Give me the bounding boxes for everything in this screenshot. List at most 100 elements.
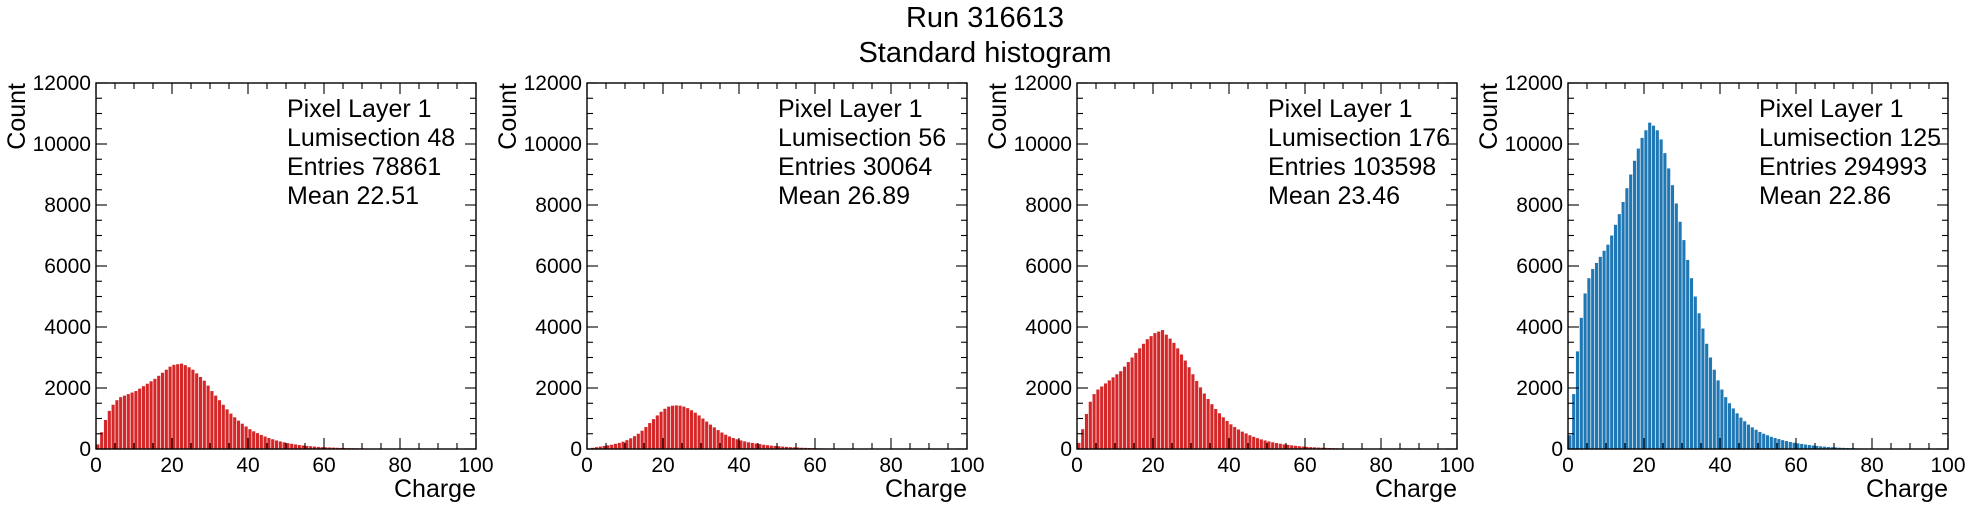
x-axis-label: Charge — [1866, 475, 1948, 503]
histogram-bar — [1103, 383, 1108, 449]
histogram-bar — [282, 442, 286, 449]
histogram-bar — [1290, 445, 1294, 449]
histogram-bar — [1784, 441, 1789, 449]
histogram-bar — [1119, 371, 1123, 449]
figure-title: Run 316613 — [906, 2, 1064, 34]
histogram-bar — [1221, 417, 1225, 449]
histogram-bar — [202, 380, 206, 449]
histogram-bar — [640, 430, 644, 449]
histogram-bar — [191, 369, 195, 449]
x-tick-label: 60 — [1293, 454, 1316, 477]
y-tick-label: 6000 — [1516, 255, 1563, 278]
histogram-bar — [183, 365, 187, 450]
histogram-bar — [663, 408, 667, 449]
histogram-bar — [1236, 429, 1241, 449]
histogram-bar — [233, 417, 237, 449]
y-axis-label: Count — [494, 83, 522, 150]
y-axis-label: Count — [984, 83, 1012, 150]
histogram-bar — [1819, 446, 1823, 449]
histogram-bar — [1830, 447, 1834, 449]
info-line: Mean 26.89 — [778, 182, 910, 210]
bars — [587, 405, 922, 450]
histogram-bar — [1743, 421, 1747, 449]
histogram-bar — [214, 395, 218, 450]
histogram-bar — [1100, 386, 1104, 449]
histogram-bar — [1176, 348, 1180, 449]
histogram-bar — [1610, 235, 1614, 449]
histogram-bar — [1765, 435, 1770, 449]
histogram-bar — [168, 366, 172, 449]
histogram-bar — [1807, 445, 1811, 449]
histogram-bar — [594, 447, 599, 449]
histogram-bar — [788, 447, 792, 449]
histogram-bar — [689, 410, 694, 449]
y-tick-label: 0 — [570, 438, 582, 461]
info-line: Lumisection 125 — [1759, 124, 1941, 152]
histogram-bar — [1271, 442, 1275, 449]
x-tick-label: 60 — [803, 454, 826, 477]
histogram-bar — [1754, 429, 1758, 449]
histogram-bar — [1210, 404, 1214, 449]
histogram-bar — [1172, 342, 1176, 449]
histogram-bar — [1613, 224, 1618, 449]
histogram-bar — [1278, 443, 1282, 449]
histogram-bar — [629, 438, 633, 449]
histogram-bar — [324, 447, 328, 449]
histogram-bar — [1621, 201, 1625, 449]
histogram-bar — [1248, 435, 1252, 449]
y-tick-label: 12000 — [1014, 72, 1072, 95]
histogram-bar — [259, 434, 263, 449]
histogram-bar — [1229, 424, 1233, 449]
histogram-bar — [1727, 403, 1732, 449]
histogram-bar — [1682, 240, 1686, 449]
info-line: Lumisection 48 — [287, 124, 455, 152]
histogram-bar — [701, 418, 705, 449]
histogram-bar — [320, 447, 324, 449]
histogram-bar — [107, 410, 111, 450]
histogram-bar — [1587, 278, 1591, 449]
histogram-bar — [632, 436, 637, 449]
y-tick-label: 8000 — [1516, 194, 1563, 217]
histogram-bar — [278, 441, 282, 450]
x-tick-label: 100 — [458, 454, 493, 477]
histogram-panel-3: 0 20 40 60 80 100020004000600080001000012000C… — [984, 72, 1475, 503]
histogram-bar — [769, 445, 773, 449]
histogram-bar — [724, 434, 728, 449]
y-tick-label: 0 — [79, 438, 91, 461]
y-tick-label: 12000 — [524, 72, 582, 95]
histogram-bar — [255, 433, 260, 449]
y-tick-label: 6000 — [535, 255, 582, 278]
y-tick-label: 4000 — [44, 316, 91, 339]
histogram-bar — [134, 391, 138, 449]
histogram-bar — [293, 444, 298, 449]
figure-subtitle: Standard histogram — [858, 37, 1111, 69]
histogram-bar — [1708, 357, 1713, 449]
histogram-bar — [1735, 413, 1739, 449]
x-tick-label: 0 — [1071, 454, 1083, 477]
histogram-bar — [1659, 139, 1663, 449]
histogram-bar — [149, 381, 153, 449]
histogram-bar — [309, 446, 313, 449]
y-tick-label: 8000 — [44, 194, 91, 217]
histogram-bar — [716, 430, 720, 449]
histogram-bar — [678, 405, 682, 449]
histogram-bar — [328, 447, 332, 449]
histogram-bar — [130, 392, 134, 449]
y-tick-label: 4000 — [1025, 316, 1072, 339]
x-tick-label: 20 — [1632, 454, 1655, 477]
histogram-bar — [1305, 446, 1309, 449]
histogram-bar — [651, 419, 656, 449]
histogram-bar — [610, 444, 614, 449]
histogram-bar — [1591, 269, 1595, 449]
histogram-bar — [1678, 221, 1682, 449]
histogram-bar — [1651, 125, 1656, 449]
histogram-bar — [636, 433, 640, 449]
histogram-bar — [1225, 420, 1229, 449]
histogram-bar — [1644, 130, 1648, 449]
histogram-bar — [126, 394, 130, 449]
histogram-bar — [720, 432, 724, 449]
info-line: Entries 294993 — [1759, 153, 1927, 181]
histogram-panel-2: 0 20 40 60 80 100020004000600080001000012000C… — [494, 72, 985, 503]
histogram-bar — [1811, 445, 1815, 449]
bars — [1568, 122, 1948, 450]
